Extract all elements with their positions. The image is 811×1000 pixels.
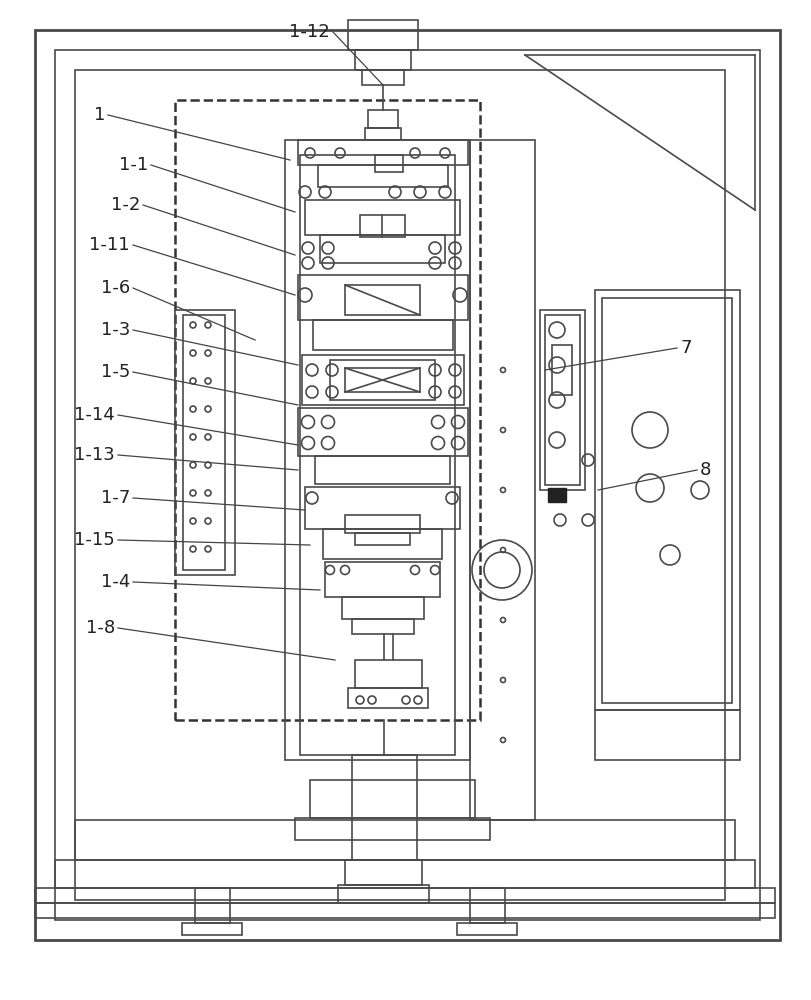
- Bar: [552, 345, 572, 395]
- Bar: [305, 200, 460, 235]
- Text: 1-11: 1-11: [89, 236, 130, 254]
- Bar: [338, 885, 429, 903]
- Bar: [55, 50, 760, 920]
- Bar: [342, 597, 424, 619]
- Bar: [355, 50, 411, 70]
- Bar: [375, 155, 403, 172]
- Text: 1-1: 1-1: [118, 156, 148, 174]
- Bar: [602, 298, 732, 703]
- Bar: [540, 310, 585, 490]
- Bar: [295, 818, 490, 840]
- Bar: [75, 820, 735, 860]
- Bar: [348, 688, 428, 708]
- Bar: [355, 533, 410, 545]
- Bar: [323, 529, 442, 559]
- Text: 1-3: 1-3: [101, 321, 130, 339]
- Bar: [35, 888, 775, 903]
- Bar: [548, 488, 566, 502]
- Text: 8: 8: [700, 461, 711, 479]
- Text: 7: 7: [680, 339, 692, 357]
- Bar: [315, 456, 450, 484]
- Text: 1-4: 1-4: [101, 573, 130, 591]
- Bar: [175, 100, 480, 720]
- Text: 1-6: 1-6: [101, 279, 130, 297]
- Bar: [345, 368, 420, 392]
- Text: 1-2: 1-2: [110, 196, 140, 214]
- Bar: [345, 860, 422, 885]
- Bar: [285, 140, 470, 760]
- Text: 1-15: 1-15: [75, 531, 115, 549]
- Bar: [182, 923, 242, 935]
- Text: 1: 1: [93, 106, 105, 124]
- Bar: [325, 562, 440, 597]
- Bar: [368, 110, 398, 128]
- Bar: [75, 70, 725, 900]
- Bar: [355, 660, 422, 688]
- Bar: [345, 285, 420, 315]
- Bar: [345, 515, 420, 533]
- Bar: [55, 860, 755, 888]
- Bar: [330, 360, 435, 400]
- Bar: [457, 923, 517, 935]
- Bar: [195, 888, 230, 923]
- Bar: [318, 165, 448, 187]
- Text: 1-7: 1-7: [101, 489, 130, 507]
- Bar: [320, 235, 445, 263]
- Bar: [595, 710, 740, 760]
- Bar: [362, 70, 404, 85]
- Bar: [175, 310, 235, 575]
- Bar: [545, 315, 580, 485]
- Bar: [302, 355, 464, 405]
- Bar: [298, 408, 468, 456]
- Bar: [470, 888, 505, 923]
- Bar: [595, 290, 740, 710]
- Bar: [298, 140, 468, 165]
- Bar: [352, 755, 417, 860]
- Bar: [470, 140, 535, 820]
- Text: 1-14: 1-14: [75, 406, 115, 424]
- Bar: [305, 487, 460, 529]
- Bar: [35, 903, 775, 918]
- Text: 1-12: 1-12: [290, 23, 330, 41]
- Bar: [348, 20, 418, 50]
- Bar: [300, 155, 455, 755]
- Text: 1-8: 1-8: [86, 619, 115, 637]
- Bar: [310, 780, 475, 818]
- Bar: [360, 215, 405, 237]
- Bar: [313, 320, 453, 350]
- Text: 1-5: 1-5: [101, 363, 130, 381]
- Bar: [365, 128, 401, 140]
- Bar: [183, 315, 225, 570]
- Bar: [352, 619, 414, 634]
- Text: 1-13: 1-13: [75, 446, 115, 464]
- Bar: [298, 275, 468, 320]
